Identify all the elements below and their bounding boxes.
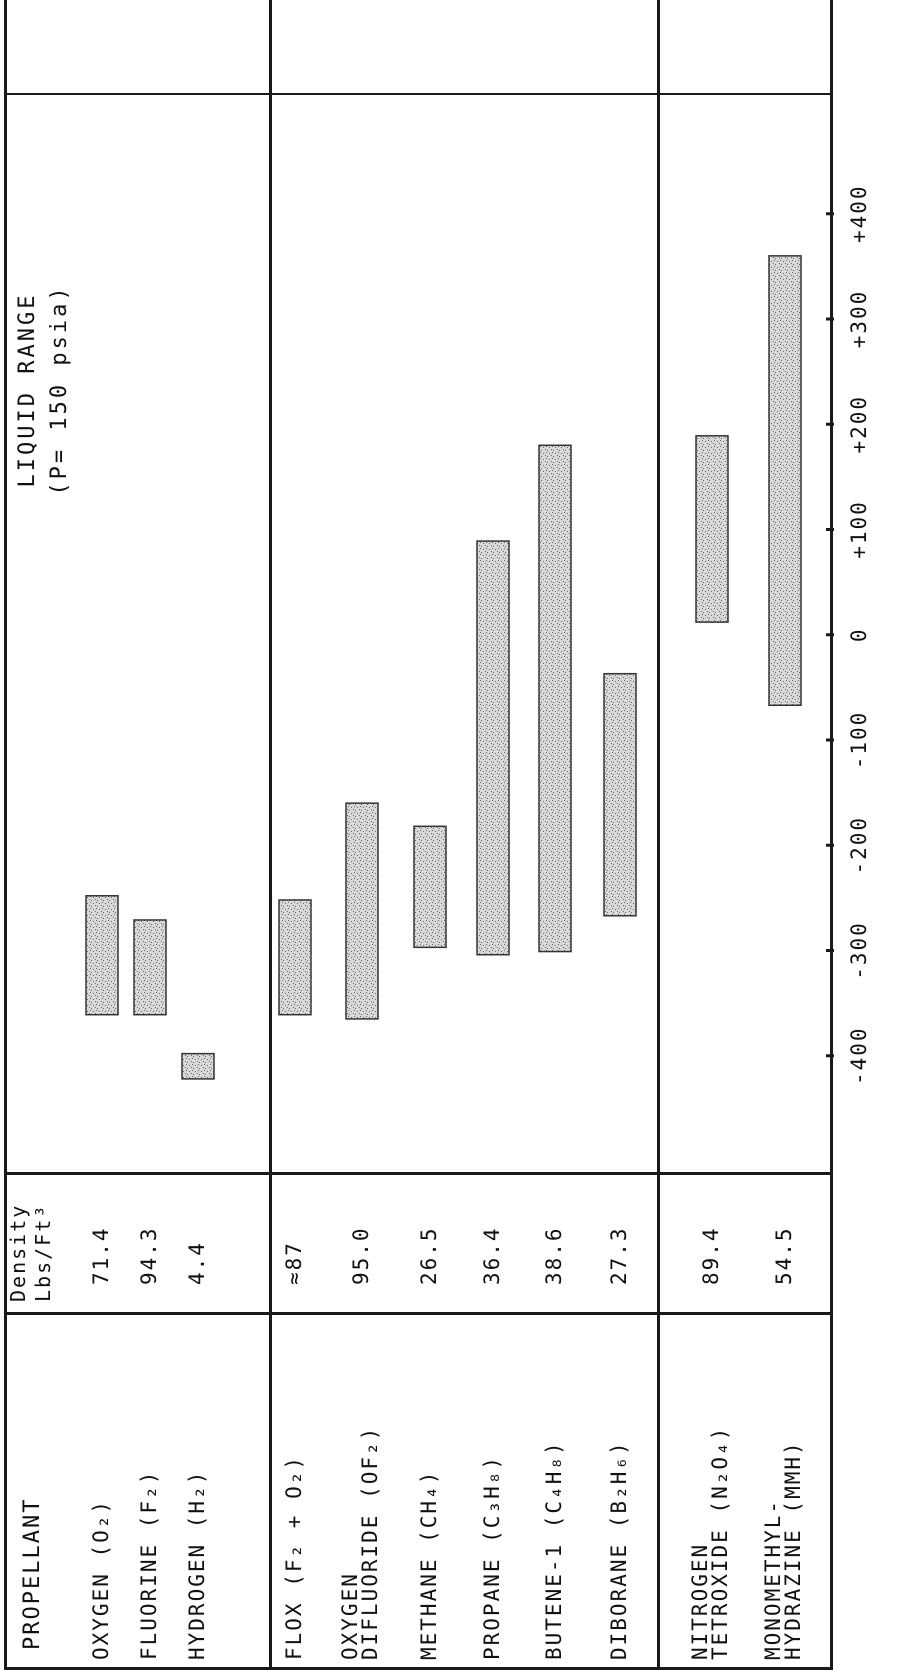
range-bar xyxy=(538,444,572,953)
range-bar xyxy=(413,825,447,949)
axis-tick-label: +100 xyxy=(847,500,871,559)
axis-tick-label: -200 xyxy=(847,816,871,875)
range-bar xyxy=(603,672,637,917)
axis-tick-label: +300 xyxy=(847,290,871,349)
range-bar xyxy=(345,802,379,1020)
axis-tick-label: +200 xyxy=(847,395,871,454)
range-bar xyxy=(476,540,510,956)
range-bar xyxy=(695,435,729,623)
axis-tick-label: -400 xyxy=(847,1026,871,1085)
axis-tick-label: -100 xyxy=(847,711,871,770)
axis-tick-label: 0 xyxy=(847,627,871,642)
range-bar xyxy=(85,895,119,1016)
range-bar xyxy=(768,255,802,707)
axis-tick-label: -300 xyxy=(847,921,871,980)
range-bar xyxy=(133,919,167,1016)
range-bar xyxy=(278,899,312,1016)
range-bar xyxy=(181,1052,215,1080)
axis-tick-label: +400 xyxy=(847,184,871,243)
